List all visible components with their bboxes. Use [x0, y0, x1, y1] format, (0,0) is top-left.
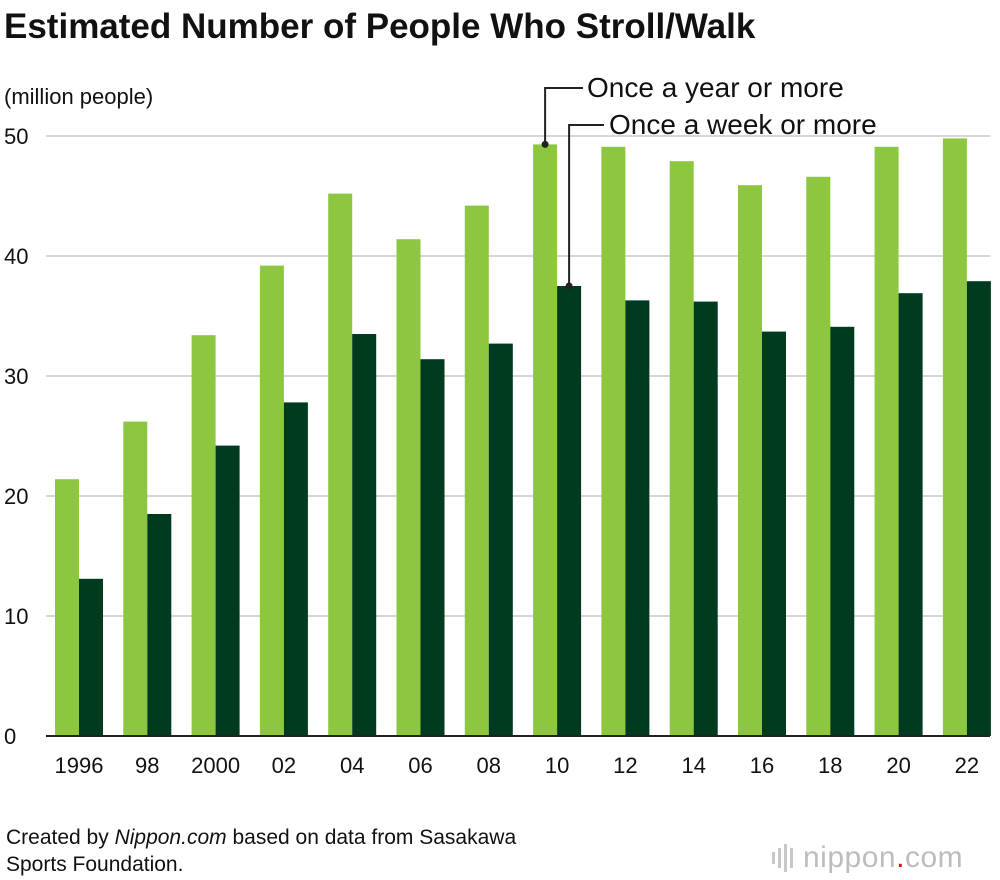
bar-weekly-04	[352, 334, 377, 736]
bar-weekly-12	[625, 300, 650, 736]
legend-callouts: Once a year or more Once a week or more	[541, 72, 877, 290]
credit-rest: based on data from Sasakawa	[226, 826, 517, 849]
bar-yearly-98	[123, 421, 148, 736]
legend-label-weekly: Once a week or more	[609, 109, 877, 140]
y-axis-ticks: 0 10 20 30 40 50	[4, 124, 28, 749]
bar-yearly-16	[738, 185, 762, 736]
y-tick-label-50: 50	[4, 124, 28, 149]
credit-prefix: Created by	[6, 826, 115, 849]
bar-weekly-2000	[215, 445, 240, 736]
y-tick-label-10: 10	[4, 604, 28, 629]
bar-yearly-2000	[191, 335, 216, 736]
bar-weekly-18	[830, 326, 855, 736]
legend-dot-weekly	[565, 282, 573, 290]
x-tick-label-04: 04	[340, 753, 364, 778]
x-tick-label-12: 12	[613, 753, 637, 778]
bar-yearly-10	[533, 144, 558, 736]
logo-suffix: com	[904, 841, 964, 874]
bars	[55, 138, 991, 737]
bar-weekly-22	[966, 281, 991, 736]
bar-weekly-98	[147, 514, 172, 736]
bar-yearly-1996	[55, 479, 79, 736]
y-tick-label-30: 30	[4, 364, 28, 389]
logo-wordmark: nippon.com	[803, 841, 963, 875]
nippon-logo: nippon.com	[772, 838, 963, 878]
bar-yearly-22	[942, 138, 967, 736]
chart-title: Estimated Number of People Who Stroll/Wa…	[4, 7, 756, 46]
bar-yearly-04	[328, 193, 353, 737]
bar-yearly-02	[259, 265, 284, 736]
y-tick-label-20: 20	[4, 484, 28, 509]
x-tick-label-22: 22	[955, 753, 979, 778]
x-tick-label-08: 08	[477, 753, 501, 778]
x-axis-ticks: 1996 98 2000 02 04 06 08 10 12 14 16 18 20 22	[55, 753, 980, 778]
source-credit: Created by Nippon.com based on data from…	[6, 824, 516, 878]
y-tick-label-0: 0	[4, 724, 16, 749]
x-tick-label-14: 14	[681, 753, 705, 778]
bar-yearly-08	[464, 205, 489, 737]
bar-weekly-08	[488, 343, 513, 736]
x-tick-label-06: 06	[408, 753, 432, 778]
logo-bars-icon	[772, 844, 793, 872]
source-credit-line-1: Created by Nippon.com based on data from…	[6, 824, 516, 851]
source-credit-line-2: Sports Foundation.	[6, 853, 184, 876]
legend-leader-yearly	[544, 87, 583, 145]
bar-weekly-16	[762, 331, 786, 736]
legend-leader-weekly	[568, 124, 604, 286]
bar-yearly-14	[669, 161, 694, 736]
bar-weekly-14	[693, 301, 718, 736]
legend-dot-yearly	[541, 140, 549, 148]
x-tick-label-16: 16	[750, 753, 774, 778]
logo-word: nippon	[803, 841, 897, 874]
y-axis-unit-label: (million people)	[4, 84, 153, 109]
bar-yearly-12	[601, 146, 626, 737]
logo-dot: .	[896, 841, 905, 874]
bar-weekly-20	[898, 293, 923, 736]
bar-yearly-20	[874, 146, 899, 737]
x-tick-label-10: 10	[545, 753, 569, 778]
bar-weekly-10	[557, 286, 582, 736]
y-tick-label-40: 40	[4, 244, 28, 269]
bar-weekly-1996	[79, 578, 103, 736]
x-tick-label-1996: 1996	[55, 753, 104, 778]
x-tick-label-2000: 2000	[191, 753, 240, 778]
legend-label-yearly: Once a year or more	[587, 72, 844, 103]
bar-weekly-06	[420, 359, 445, 736]
x-tick-label-98: 98	[135, 753, 159, 778]
x-tick-label-02: 02	[272, 753, 296, 778]
x-tick-label-20: 20	[886, 753, 910, 778]
credit-site: Nippon.com	[114, 826, 227, 849]
bar-yearly-06	[396, 239, 421, 736]
bar-yearly-18	[806, 176, 831, 737]
bar-weekly-02	[283, 402, 308, 736]
x-tick-label-18: 18	[818, 753, 842, 778]
